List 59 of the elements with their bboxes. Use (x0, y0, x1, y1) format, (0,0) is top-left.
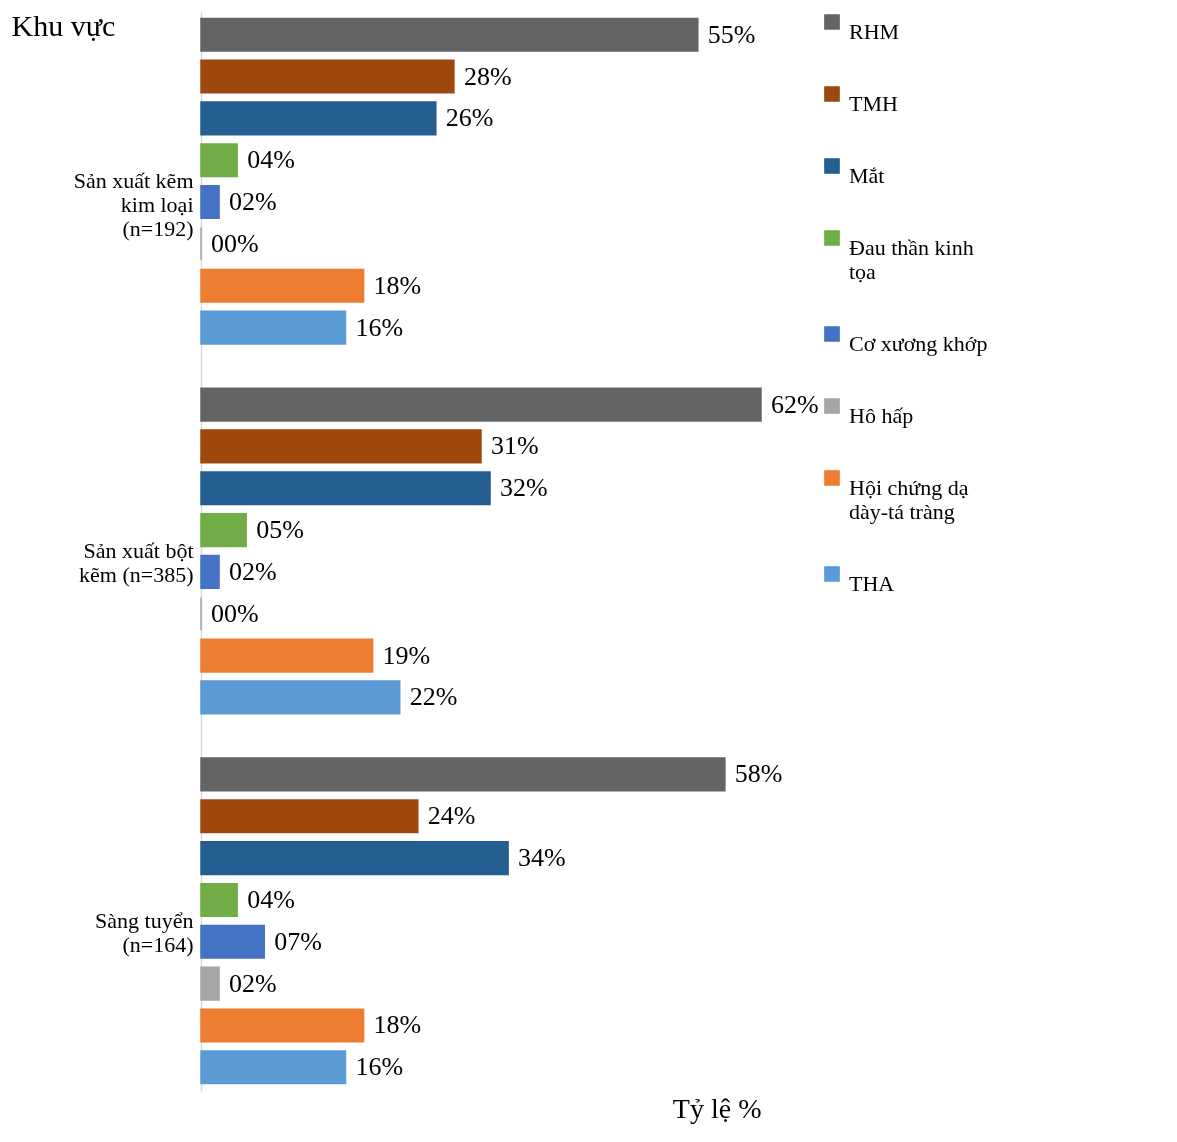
bar (200, 924, 265, 959)
legend-label: Cơ xương khớp (849, 331, 988, 356)
y-axis-title: Khu vực (11, 8, 116, 42)
data-label: 02% (229, 187, 277, 217)
data-label: 00% (211, 228, 259, 258)
data-label: 19% (382, 640, 431, 670)
bar (200, 680, 401, 715)
data-label: 02% (229, 556, 277, 586)
bar (200, 184, 220, 220)
data-label: 55% (707, 19, 756, 49)
bar (200, 310, 347, 345)
data-label: 32% (500, 473, 548, 503)
legend-label: TMH (849, 91, 898, 116)
data-label: 58% (734, 759, 783, 789)
data-label: 05% (256, 515, 304, 545)
bar (200, 882, 238, 918)
data-label: 22% (409, 682, 458, 712)
y-tick-label: Sản xuất bột kẽm (n=385) (79, 538, 194, 587)
legend-label: Hội chứng dạ dày-tá tràng (849, 475, 969, 524)
data-label: 07% (274, 926, 322, 956)
data-label: 24% (427, 801, 476, 831)
bar (200, 841, 509, 876)
data-label: 02% (229, 968, 277, 998)
legend-label: Mắt (849, 163, 885, 188)
bar (200, 101, 437, 136)
bar (200, 429, 482, 464)
bar (200, 799, 419, 834)
legend-label: RHM (849, 19, 900, 44)
bar (200, 966, 220, 1001)
data-label: 04% (247, 145, 295, 175)
y-tick-label: Sàng tuyển (n=164) (95, 907, 194, 957)
data-label: 00% (211, 598, 259, 628)
data-label: 31% (491, 431, 539, 461)
bar (200, 17, 699, 52)
data-label: 04% (247, 884, 295, 914)
data-label: 62% (771, 389, 819, 419)
data-label: 26% (445, 103, 494, 133)
bar (200, 1008, 365, 1043)
data-label: 28% (463, 61, 512, 91)
bar (200, 59, 455, 94)
bar (200, 554, 220, 589)
bar (200, 638, 374, 673)
data-label: 16% (355, 312, 404, 342)
legend-label: THA (849, 571, 895, 596)
data-label: 16% (355, 1052, 404, 1082)
x-axis-title: Tỷ lệ % (672, 1092, 762, 1124)
y-tick-label: Sản xuất kẽm kim loại (n=192) (73, 168, 194, 242)
bar (200, 471, 491, 506)
legend-label: Hô hấp (849, 403, 914, 428)
bar (200, 513, 247, 548)
legend-label: Đau thần kinh tọa (849, 235, 974, 284)
bar (200, 1050, 347, 1085)
bar (200, 757, 726, 792)
bar (200, 387, 762, 422)
data-label: 18% (373, 270, 422, 300)
data-label: 34% (518, 843, 566, 873)
bar (200, 143, 238, 178)
bar (200, 268, 365, 303)
data-label: 18% (373, 1010, 422, 1040)
